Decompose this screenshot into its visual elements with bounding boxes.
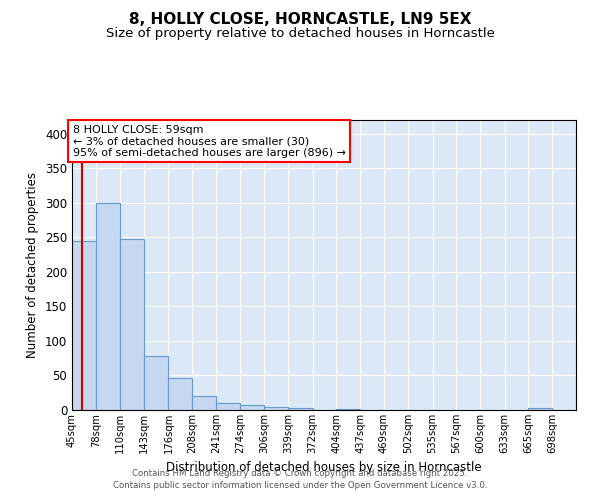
Bar bbox=[144, 356, 169, 410]
Text: 8, HOLLY CLOSE, HORNCASTLE, LN9 5EX: 8, HOLLY CLOSE, HORNCASTLE, LN9 5EX bbox=[129, 12, 471, 28]
Bar bbox=[120, 239, 144, 410]
Bar bbox=[96, 203, 120, 410]
Text: Contains HM Land Registry data © Crown copyright and database right 2025.: Contains HM Land Registry data © Crown c… bbox=[132, 468, 468, 477]
Text: Size of property relative to detached houses in Horncastle: Size of property relative to detached ho… bbox=[106, 28, 494, 40]
Bar bbox=[216, 403, 241, 410]
Y-axis label: Number of detached properties: Number of detached properties bbox=[26, 172, 40, 358]
Bar bbox=[336, 408, 361, 410]
Text: 8 HOLLY CLOSE: 59sqm
← 3% of detached houses are smaller (30)
95% of semi-detach: 8 HOLLY CLOSE: 59sqm ← 3% of detached ho… bbox=[73, 125, 346, 158]
Bar bbox=[528, 408, 553, 410]
X-axis label: Distribution of detached houses by size in Horncastle: Distribution of detached houses by size … bbox=[166, 462, 482, 474]
Bar bbox=[264, 406, 289, 410]
Text: Contains public sector information licensed under the Open Government Licence v3: Contains public sector information licen… bbox=[113, 481, 487, 490]
Bar bbox=[169, 378, 192, 410]
Bar bbox=[241, 405, 264, 410]
Bar bbox=[289, 408, 313, 410]
Bar bbox=[72, 241, 96, 410]
Bar bbox=[192, 396, 216, 410]
